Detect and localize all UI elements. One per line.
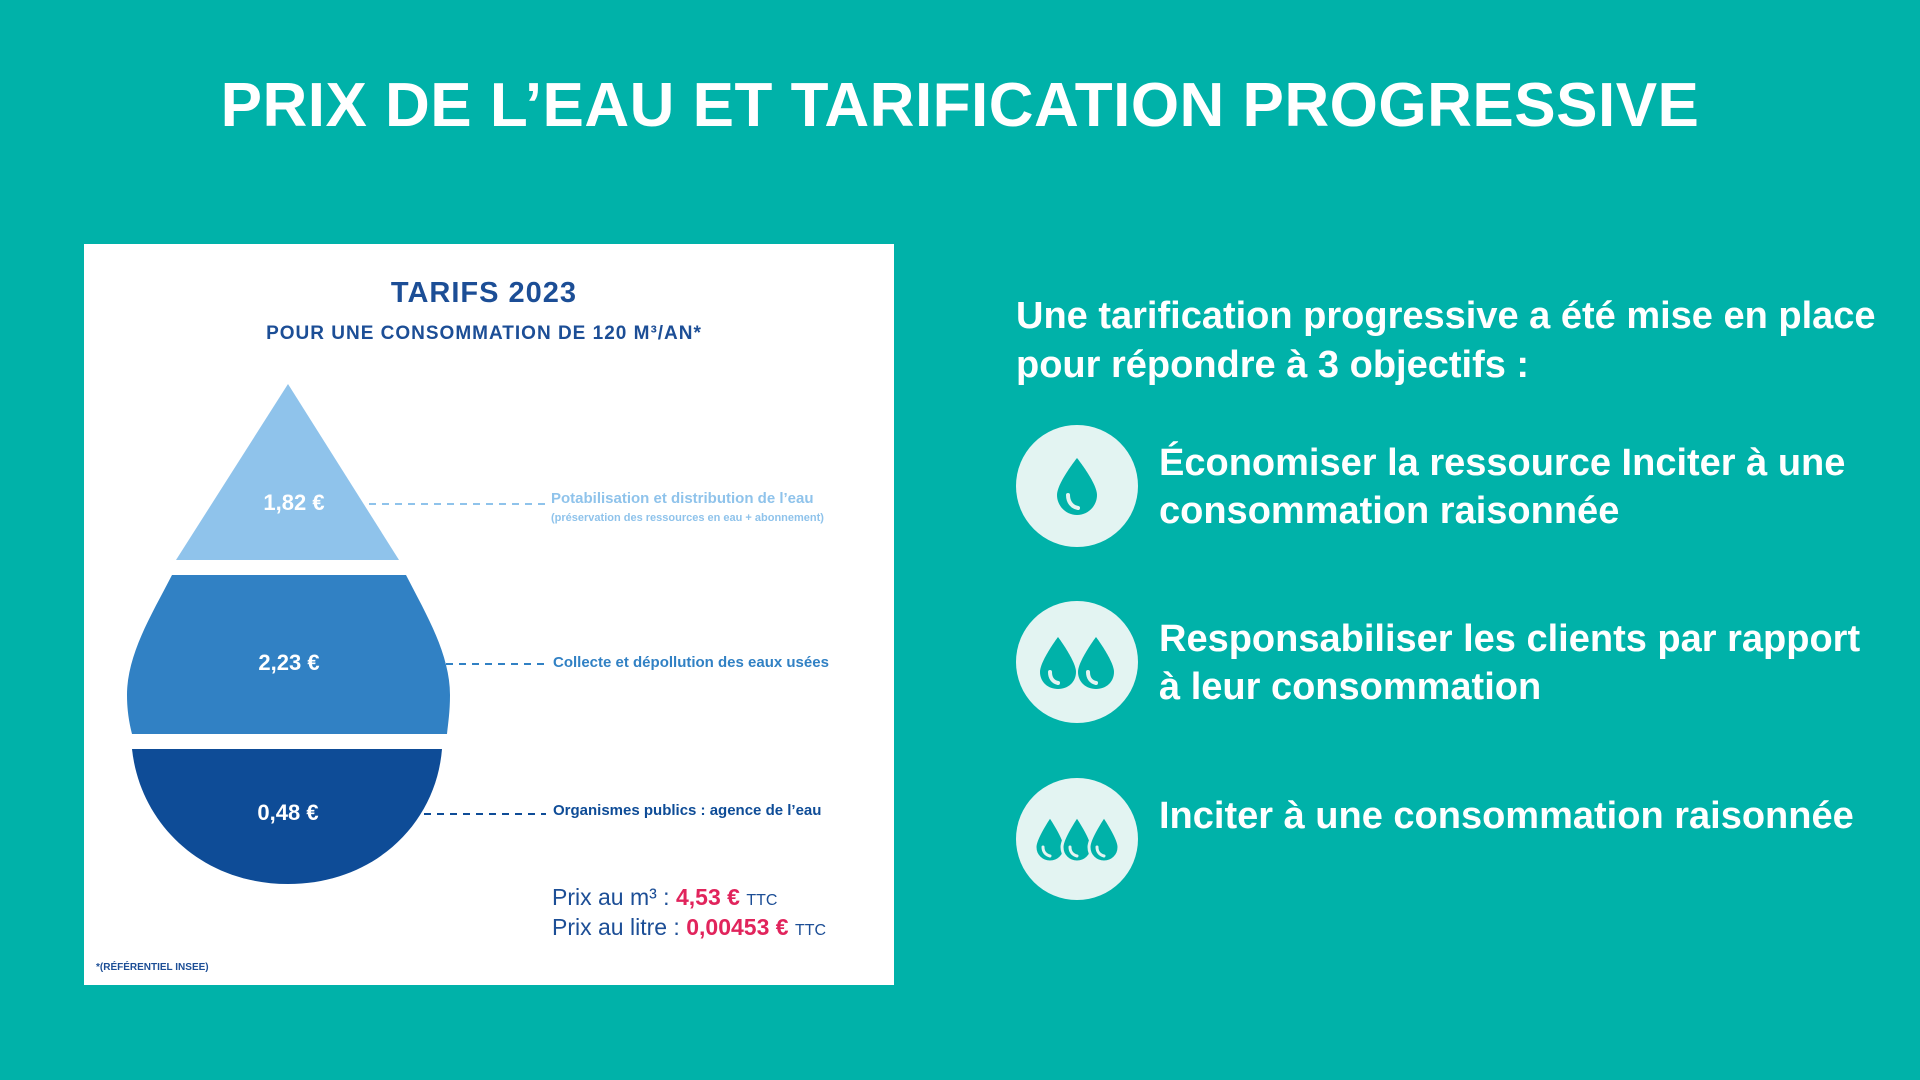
price-per-m3-label: Prix au m³ : xyxy=(552,884,676,910)
objective-1: Économiser la ressource Inciter à une co… xyxy=(1016,425,1896,550)
tariff-title: TARIFS 2023 xyxy=(390,277,578,309)
two-drops-icon xyxy=(1040,637,1114,689)
objective-2-text: Responsabiliser les clients par rapport … xyxy=(1159,618,1861,708)
objective-2: Responsabiliser les clients par rapport … xyxy=(1016,601,1896,726)
price-per-litre: Prix au litre : 0,00453 € TTC xyxy=(552,914,826,941)
tier-1-label: Potabilisation et distribution de l’eau xyxy=(551,490,814,507)
price-per-litre-label: Prix au litre : xyxy=(552,914,687,940)
tier-1-value: 1,82 € xyxy=(263,490,325,515)
tier-1-segment xyxy=(176,384,399,560)
three-drops-icon xyxy=(1033,813,1121,864)
price-per-litre-value: 0,00453 € xyxy=(686,914,789,940)
tier-2-label: Collecte et dépollution des eaux usées xyxy=(553,654,829,671)
water-drop-graphic xyxy=(127,384,546,884)
objective-3: Inciter à une consommation raisonnée xyxy=(1016,778,1896,903)
tier-2-value: 2,23 € xyxy=(258,650,320,675)
objective-3-text: Inciter à une consommation raisonnée xyxy=(1159,795,1854,837)
tariff-subtitle: POUR UNE CONSOMMATION DE 120 M³/AN* xyxy=(266,323,702,344)
objective-1-text: Économiser la ressource Inciter à une co… xyxy=(1159,442,1846,532)
page-title: PRIX DE L’EAU ET TARIFICATION PROGRESSIV… xyxy=(220,71,1700,140)
tier-3-segment xyxy=(132,749,442,884)
intro-text: Une tarification progressive a été mise … xyxy=(1016,295,1876,386)
price-per-m3: Prix au m³ : 4,53 € TTC xyxy=(552,884,777,911)
tier-1-sublabel: (préservation des ressources en eau + ab… xyxy=(551,512,824,524)
tier-3-value: 0,48 € xyxy=(257,800,319,825)
tariff-infographic: TARIFS 2023 POUR UNE CONSOMMATION DE 120… xyxy=(84,244,894,985)
price-per-litre-suffix: TTC xyxy=(794,922,827,939)
price-per-m3-suffix: TTC xyxy=(746,892,778,909)
footnote: *(RÉFÉRENTIEL INSEE) xyxy=(96,962,209,973)
price-per-m3-value: 4,53 € xyxy=(675,884,740,910)
objective-1-icon-badge xyxy=(1016,425,1138,547)
tier-2-segment xyxy=(127,575,450,734)
objective-3-icon-badge xyxy=(1016,778,1138,900)
objective-2-icon-badge xyxy=(1016,601,1138,723)
single-drop-icon xyxy=(1057,458,1097,515)
tier-3-label: Organismes publics : agence de l’eau xyxy=(553,802,822,819)
